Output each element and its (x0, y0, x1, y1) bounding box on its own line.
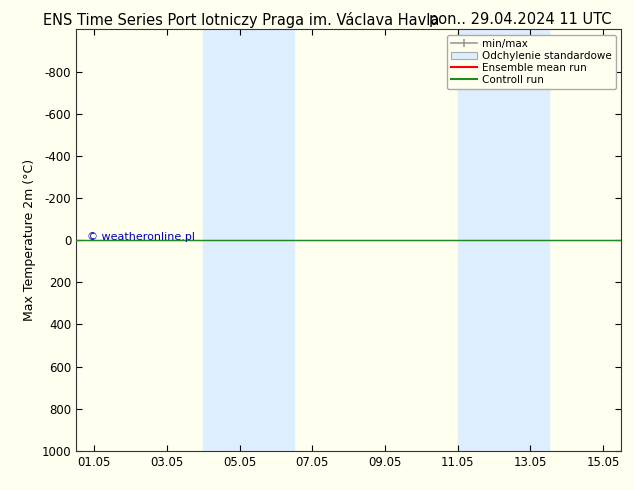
Text: ENS Time Series Port lotniczy Praga im. Václava Havla: ENS Time Series Port lotniczy Praga im. … (42, 12, 439, 28)
Text: © weatheronline.pl: © weatheronline.pl (87, 232, 195, 242)
Text: pon.. 29.04.2024 11 UTC: pon.. 29.04.2024 11 UTC (429, 12, 611, 27)
Legend: min/max, Odchylenie standardowe, Ensemble mean run, Controll run: min/max, Odchylenie standardowe, Ensembl… (447, 35, 616, 89)
Bar (204, 29, 294, 451)
Bar (458, 29, 548, 451)
Y-axis label: Max Temperature 2m (°C): Max Temperature 2m (°C) (23, 159, 36, 321)
